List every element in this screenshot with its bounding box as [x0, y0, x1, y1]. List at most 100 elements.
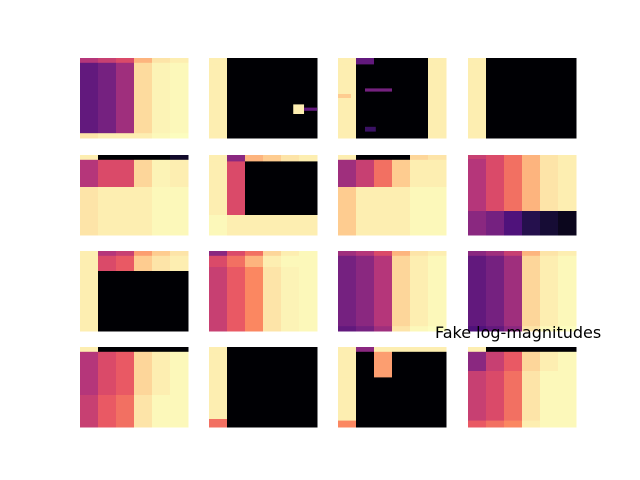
heatmap-cell — [504, 420, 523, 428]
heatmap-cell — [410, 326, 429, 332]
heatmap-cell — [281, 353, 300, 420]
heatmap-cell — [98, 187, 117, 236]
heatmap-panel-3-1 — [80, 251, 189, 332]
heatmap-cell — [428, 255, 447, 327]
heatmap-cell — [80, 255, 99, 272]
heatmap-panel-3-4 — [468, 251, 577, 332]
heatmap-cell — [263, 419, 282, 428]
heatmap-panel-1-2 — [209, 58, 318, 139]
heatmap-feature — [365, 126, 376, 132]
heatmap-cell — [281, 64, 300, 139]
heatmap-cell — [134, 58, 153, 64]
heatmap-cell — [522, 347, 541, 353]
heatmap-cell — [80, 58, 99, 64]
heatmap-cell — [134, 251, 153, 257]
heatmap-cell — [281, 161, 300, 216]
heatmap-cell — [209, 255, 228, 268]
heatmap-cell — [392, 255, 411, 327]
heatmap-cell — [134, 395, 153, 428]
heatmap-cell — [392, 347, 411, 353]
heatmap-cell — [522, 255, 541, 327]
heatmap-cell — [558, 155, 577, 160]
heatmap-cell — [410, 187, 429, 236]
heatmap-cell — [170, 155, 189, 161]
heatmap-cell — [170, 255, 189, 272]
heatmap-cell — [486, 420, 505, 428]
heatmap-cell — [299, 251, 318, 257]
heatmap-cell — [558, 371, 577, 422]
heatmap-cell — [170, 395, 189, 428]
heatmap-panel-4-3 — [338, 347, 447, 428]
heatmap-cell — [374, 159, 393, 188]
heatmap-cell — [392, 159, 411, 188]
heatmap-cell — [522, 251, 541, 257]
heatmap-cell — [170, 271, 189, 332]
heatmap-cell — [80, 133, 99, 139]
heatmap-cell — [281, 419, 300, 428]
heatmap-cell — [170, 351, 189, 396]
heatmap-cell — [410, 159, 429, 188]
heatmap-panel-3-3 — [338, 251, 447, 332]
heatmap-cell — [263, 64, 282, 139]
heatmap-cell — [338, 326, 357, 332]
heatmap-cell — [392, 58, 411, 65]
heatmap-cell — [558, 351, 577, 372]
heatmap-cell — [152, 347, 171, 353]
heatmap-cell — [299, 58, 318, 65]
heatmap-cell — [134, 187, 153, 236]
heatmap-cell — [504, 211, 523, 236]
heatmap-cell — [209, 215, 228, 236]
heatmap-cell — [468, 58, 487, 65]
heatmap-cell — [263, 215, 282, 236]
heatmap-cell — [209, 161, 228, 216]
heatmap-cell — [540, 347, 559, 353]
heatmap-cell — [299, 255, 318, 268]
heatmap-cell — [299, 267, 318, 332]
heatmap-cell — [374, 187, 393, 236]
heatmap-cell — [263, 347, 282, 354]
heatmap-cell — [558, 420, 577, 428]
heatmap-cell — [134, 133, 153, 139]
heatmap-cell — [80, 155, 99, 161]
heatmap-cell — [98, 133, 117, 139]
heatmap-cell — [134, 159, 153, 188]
heatmap-cell — [410, 377, 429, 422]
heatmap-cell — [227, 267, 246, 332]
heatmap-cell — [392, 155, 411, 161]
heatmap-cell — [540, 371, 559, 422]
heatmap-feature — [338, 94, 351, 98]
heatmap-cell — [504, 251, 523, 257]
heatmap-cell — [263, 155, 282, 162]
heatmap-cell — [281, 155, 300, 162]
heatmap-cell — [356, 377, 375, 422]
heatmap-cell — [263, 161, 282, 216]
heatmap-cell — [338, 155, 357, 161]
heatmap-cell — [374, 326, 393, 332]
heatmap-cell — [227, 215, 246, 236]
heatmap-cell — [356, 251, 375, 257]
heatmap-cell — [152, 187, 171, 236]
heatmap-cell — [209, 353, 228, 420]
heatmap-cell — [116, 351, 135, 396]
heatmap-cell — [338, 347, 357, 353]
heatmap-cell — [504, 64, 523, 139]
heatmap-cell — [227, 251, 246, 257]
heatmap-cell — [356, 159, 375, 188]
heatmap-cell — [116, 133, 135, 139]
heatmap-cell — [428, 420, 447, 428]
heatmap-cell — [170, 62, 189, 134]
heatmap-cell — [152, 255, 171, 272]
heatmap-cell — [98, 395, 117, 428]
heatmap-cell — [428, 377, 447, 422]
heatmap-cell — [522, 159, 541, 212]
heatmap-panel-2-1 — [80, 155, 189, 236]
heatmap-cell — [134, 62, 153, 134]
heatmap-cell — [263, 58, 282, 65]
heatmap-cell — [468, 326, 487, 332]
heatmap-cell — [116, 395, 135, 428]
heatmap-cell — [152, 58, 171, 64]
heatmap-cell — [410, 420, 429, 428]
chart-title: Fake log-magnitudes — [435, 323, 602, 342]
heatmap-cell — [170, 187, 189, 236]
